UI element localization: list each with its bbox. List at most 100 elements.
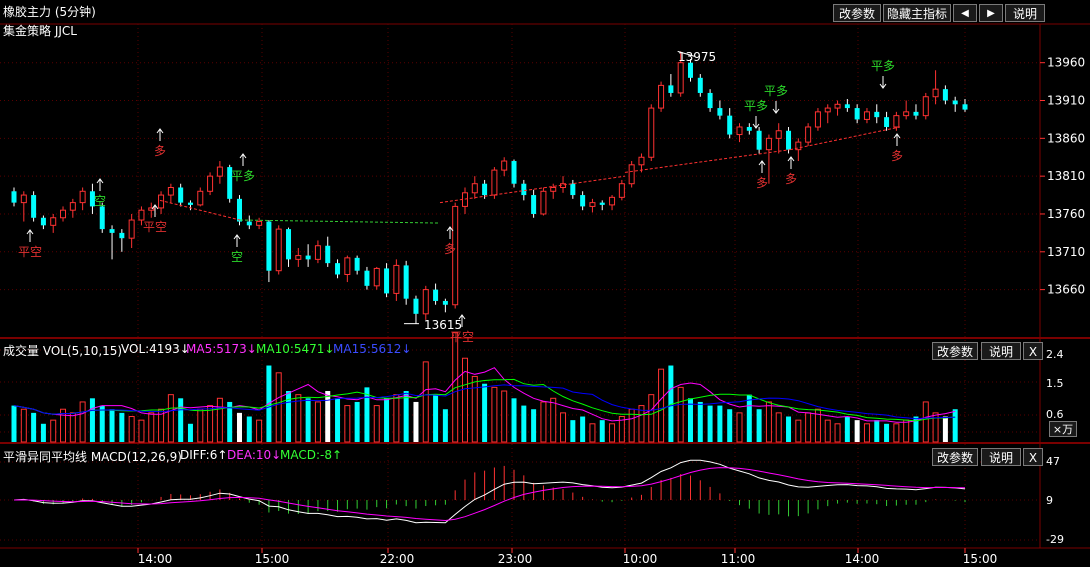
help-button[interactable]: 说明	[1005, 4, 1045, 22]
macd-close-icon[interactable]: X	[1023, 448, 1043, 466]
vol-help-button[interactable]: 说明	[981, 342, 1021, 360]
volume-bar	[40, 423, 46, 442]
price-tick-label: 13960	[1047, 56, 1085, 70]
candle-body	[638, 156, 645, 166]
hide-main-indicator-button[interactable]: 隐藏主指标	[883, 4, 951, 22]
price-tick-label: 13760	[1047, 207, 1085, 221]
volume-bar	[384, 398, 390, 442]
volume-bar	[178, 398, 184, 442]
vol-unit-badge: ×万	[1049, 421, 1077, 437]
volume-bar	[187, 423, 193, 442]
time-tick-label: 22:00	[380, 552, 415, 566]
volume-ma-line	[13, 384, 956, 420]
candle-body	[197, 190, 204, 206]
volume-bar	[854, 420, 860, 442]
signal-label: 平多	[231, 169, 255, 183]
candle	[354, 255, 360, 275]
candle-body	[482, 183, 488, 196]
params-button[interactable]: 改参数	[833, 4, 881, 22]
volume-bar	[893, 423, 900, 443]
candle-body	[501, 160, 508, 171]
high-price-label: 13975	[678, 50, 717, 64]
candle-body	[442, 300, 448, 305]
candle	[50, 213, 57, 233]
volume-bar	[884, 423, 890, 442]
arrow-right-icon[interactable]: ▶	[979, 4, 1003, 22]
volume-bar	[531, 409, 537, 442]
vol-ma15-value: MA15:5612↓	[333, 342, 412, 356]
candle-body	[364, 270, 370, 286]
signal-arrow-icon	[26, 229, 34, 242]
candle-body	[384, 268, 390, 294]
signal-dashed-line	[239, 219, 441, 224]
candle	[275, 225, 282, 275]
volume-bar	[11, 405, 17, 442]
candle	[40, 215, 46, 230]
signal-label: 平多	[744, 99, 768, 113]
price-tick-label: 13860	[1047, 131, 1085, 145]
candle	[442, 298, 448, 313]
time-tick-label: 15:00	[255, 552, 290, 566]
price-tick-label: 13910	[1047, 94, 1085, 108]
candle	[814, 108, 821, 131]
candle	[325, 236, 331, 267]
candle-body	[60, 209, 67, 219]
time-tick-label: 23:00	[498, 552, 533, 566]
candle	[687, 58, 693, 82]
arrow-left-icon[interactable]: ◀	[953, 4, 977, 22]
volume-bar	[354, 401, 360, 442]
volume-title: 成交量 VOL(5,10,15)	[3, 344, 123, 358]
volume-bar	[844, 416, 850, 442]
volume-bar	[236, 412, 242, 442]
vol-close-icon[interactable]: X	[1023, 342, 1043, 360]
candle-body	[942, 89, 948, 101]
candle	[854, 104, 860, 124]
signal-label: 多	[785, 172, 797, 186]
candle	[256, 217, 263, 230]
vol-ma10-value: MA10:5471↓	[256, 342, 335, 356]
candle	[246, 215, 252, 230]
volume-bar	[736, 412, 743, 443]
candle-body	[570, 183, 576, 196]
candle-body	[648, 107, 655, 158]
candle	[736, 123, 743, 143]
volume-bar	[373, 405, 380, 443]
vol-tick-mid: 1.5	[1046, 377, 1064, 390]
signal-dashed-lines	[159, 50, 901, 325]
volume-bar	[413, 401, 419, 442]
price-axis: 13960 13910 13860 13810 13760 13710 13660	[1040, 56, 1085, 297]
macd-help-button[interactable]: 说明	[981, 448, 1021, 466]
candle	[727, 108, 733, 139]
candle-body	[775, 130, 782, 139]
signal-label: 平空	[450, 330, 474, 344]
candle-body	[236, 198, 242, 222]
candle-body	[393, 264, 400, 294]
candle-body	[138, 209, 145, 221]
vol-params-button[interactable]: 改参数	[932, 342, 978, 360]
candle-body	[227, 167, 233, 199]
volume-bar	[952, 409, 958, 442]
candle	[717, 100, 723, 120]
candle-body	[697, 77, 703, 93]
candle-body	[246, 221, 252, 226]
candle	[335, 259, 341, 279]
signal-dashed-line	[624, 149, 791, 173]
candle-body	[589, 202, 596, 207]
candle	[962, 99, 968, 112]
volume-bar	[560, 412, 567, 443]
candle	[874, 104, 880, 124]
candle	[295, 248, 302, 267]
volume-bar	[344, 405, 351, 443]
macd-params-button[interactable]: 改参数	[932, 448, 978, 466]
macd-tick-mid: 9	[1046, 494, 1053, 507]
candle-body	[521, 183, 527, 196]
volume-bar	[275, 372, 282, 443]
candle-body	[805, 126, 812, 143]
signal-arrow-icon	[458, 314, 466, 327]
volume-bar	[20, 408, 27, 443]
volume-bar	[442, 409, 448, 442]
volume-bar	[482, 383, 488, 442]
volume-bar	[31, 412, 37, 442]
candle	[422, 285, 429, 320]
candle	[942, 85, 948, 105]
